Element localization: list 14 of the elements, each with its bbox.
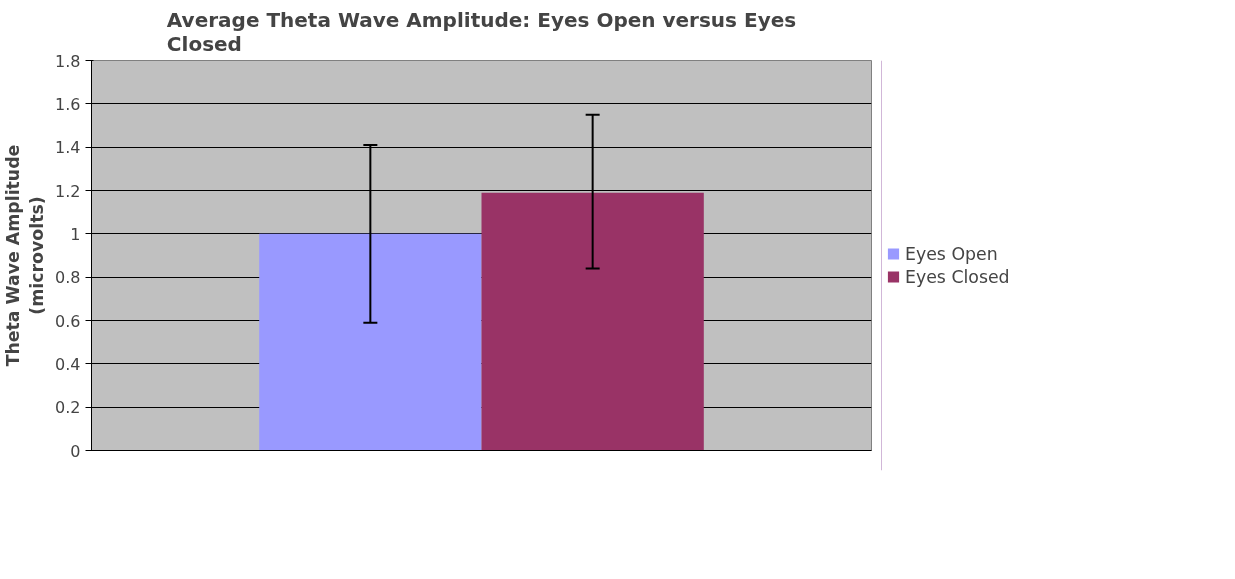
y-tick-label: 1.2: [55, 181, 81, 201]
y-tick-label: 1: [70, 224, 81, 244]
y-tick-label: 1.8: [55, 51, 81, 71]
y-tick-label: 1.6: [55, 94, 81, 114]
y-tick-label: 1.4: [55, 138, 81, 158]
y-tick-label: 0.6: [55, 311, 81, 331]
y-tick-label: 0.4: [55, 354, 81, 374]
legend-label: Eyes Closed: [905, 266, 1010, 287]
chart-title: Average Theta Wave Amplitude: Eyes Open versus Eyes Closed: [166, 7, 797, 56]
y-axis-title: Theta Wave Amplitude (microvolts): [3, 144, 48, 367]
legend-label: Eyes Open: [905, 243, 998, 264]
y-tick-label: 0: [70, 441, 81, 461]
y-tick-label: 0.8: [55, 268, 81, 288]
y-tick-label: 0.2: [55, 398, 81, 418]
